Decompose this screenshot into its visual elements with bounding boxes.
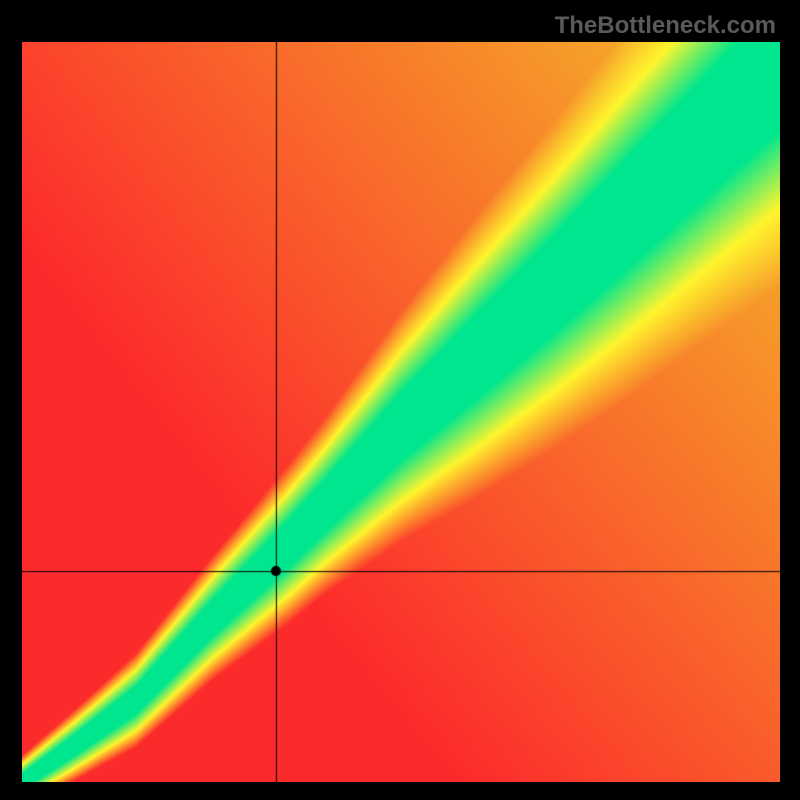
- watermark-label: TheBottleneck.com: [555, 12, 776, 40]
- heatmap-canvas: [22, 42, 780, 782]
- chart-container: TheBottleneck.com: [0, 0, 800, 800]
